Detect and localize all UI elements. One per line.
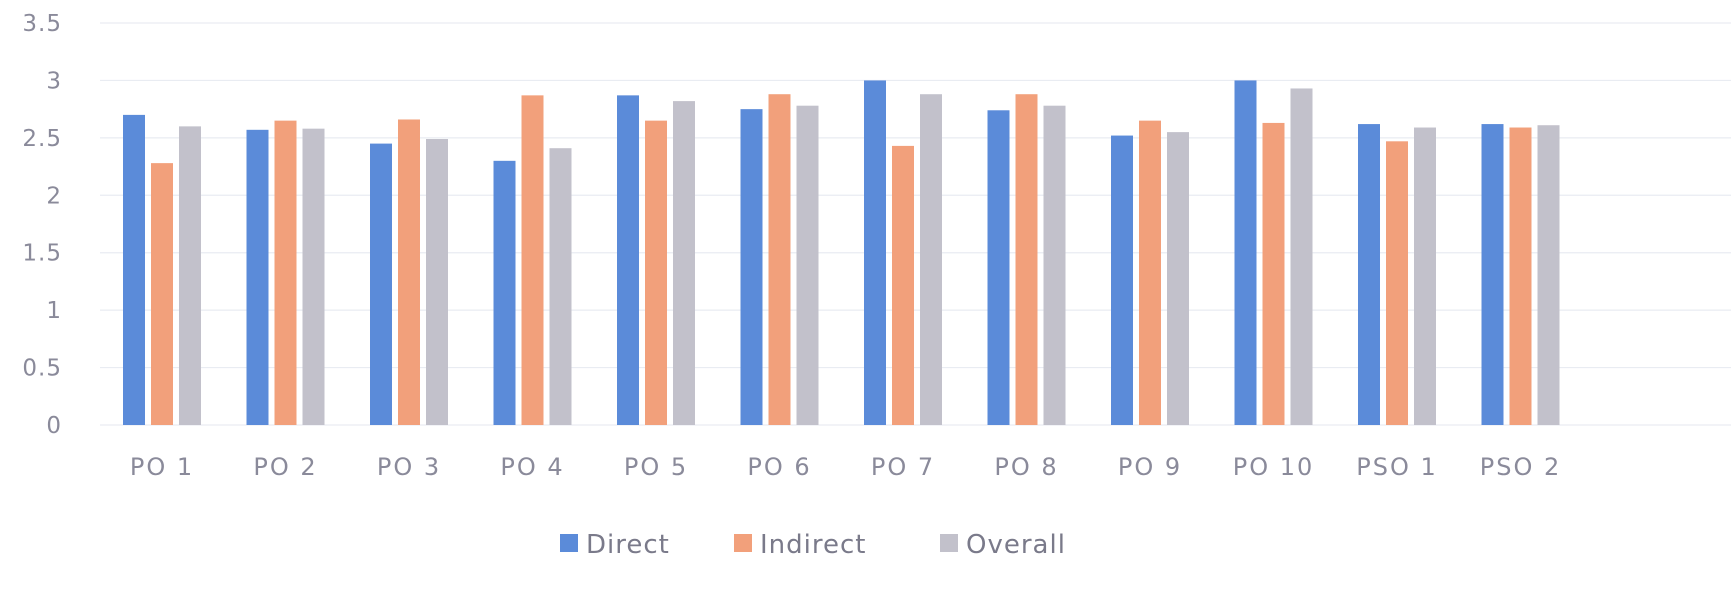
bar-overall-po-3 xyxy=(426,139,448,425)
bars xyxy=(123,80,1560,426)
y-tick-label: 0 xyxy=(46,413,62,439)
bar-overall-po-9 xyxy=(1167,132,1189,425)
bar-direct-po-4 xyxy=(493,160,516,426)
x-category-label: PO 1 xyxy=(130,453,194,481)
bar-direct-po-10 xyxy=(1234,80,1257,425)
bar-direct-pso-1 xyxy=(1358,124,1380,426)
legend-swatch-overall xyxy=(940,534,958,552)
y-tick-label: 1.5 xyxy=(22,241,62,267)
bar-indirect-po-2 xyxy=(274,120,297,425)
legend-label-indirect: Indirect xyxy=(760,530,866,560)
bar-direct-po-5 xyxy=(617,95,639,426)
x-category-label: PO 3 xyxy=(377,453,441,481)
x-category-label: PO 6 xyxy=(747,453,811,481)
y-tick-label: 2.5 xyxy=(22,126,62,152)
bar-indirect-pso-2 xyxy=(1509,127,1532,426)
x-category-label: PO 8 xyxy=(994,453,1058,481)
x-category-label: PO 5 xyxy=(624,453,688,481)
y-tick-label: 1 xyxy=(46,298,62,324)
x-category-label: PO 9 xyxy=(1118,453,1182,481)
bar-direct-po-9 xyxy=(1111,135,1133,425)
y-tick-label: 3.5 xyxy=(22,11,62,37)
bar-indirect-po-10 xyxy=(1262,122,1285,425)
y-tick-label: 3 xyxy=(46,68,62,94)
bar-direct-pso-2 xyxy=(1481,124,1504,426)
legend: Direct Indirect Overall xyxy=(560,530,1066,560)
bar-direct-po-8 xyxy=(987,110,1010,425)
bar-direct-po-2 xyxy=(246,129,269,425)
x-category-label: PSO 2 xyxy=(1480,453,1562,481)
bar-indirect-po-5 xyxy=(645,120,667,425)
bar-overall-pso-2 xyxy=(1537,125,1560,426)
bar-indirect-po-6 xyxy=(768,94,791,425)
bar-indirect-po-4 xyxy=(521,95,544,426)
bar-overall-po-4 xyxy=(549,148,572,426)
bar-direct-po-6 xyxy=(740,109,763,426)
legend-swatch-indirect xyxy=(734,534,752,552)
bar-indirect-po-8 xyxy=(1015,94,1038,425)
y-axis-ticks: 0 0.5 1 1.5 2 2.5 3 3.5 xyxy=(22,11,62,439)
x-category-label: PO 7 xyxy=(871,453,935,481)
bar-overall-po-7 xyxy=(920,94,942,425)
bar-overall-po-6 xyxy=(796,105,819,425)
y-tick-label: 0.5 xyxy=(22,356,62,382)
bar-direct-po-1 xyxy=(123,114,145,425)
bar-indirect-pso-1 xyxy=(1386,141,1408,425)
x-category-label: PSO 1 xyxy=(1356,453,1438,481)
legend-label-direct: Direct xyxy=(586,530,670,560)
bar-overall-po-10 xyxy=(1290,88,1313,426)
legend-label-overall: Overall xyxy=(966,530,1066,560)
bar-overall-po-1 xyxy=(179,126,201,425)
legend-swatch-direct xyxy=(560,534,578,552)
x-category-label: PO 4 xyxy=(500,453,564,481)
bar-indirect-po-7 xyxy=(892,145,914,425)
bar-overall-po-5 xyxy=(673,101,695,426)
bar-direct-po-7 xyxy=(864,80,886,425)
bar-direct-po-3 xyxy=(370,143,392,425)
bar-indirect-po-1 xyxy=(151,163,173,425)
bar-indirect-po-9 xyxy=(1139,120,1161,425)
x-category-label: PO 2 xyxy=(253,453,317,481)
x-category-label: PO 10 xyxy=(1233,453,1315,481)
y-tick-label: 2 xyxy=(46,183,62,209)
x-axis-categories: PO 1 PO 2 PO 3 PO 4 PO 5 PO 6 PO 7 PO 8 PO 9 PO 1… xyxy=(130,453,1562,481)
bar-overall-po-2 xyxy=(302,128,325,425)
bar-overall-po-8 xyxy=(1043,105,1066,425)
bar-overall-pso-1 xyxy=(1414,127,1436,426)
bar-indirect-po-3 xyxy=(398,119,420,425)
